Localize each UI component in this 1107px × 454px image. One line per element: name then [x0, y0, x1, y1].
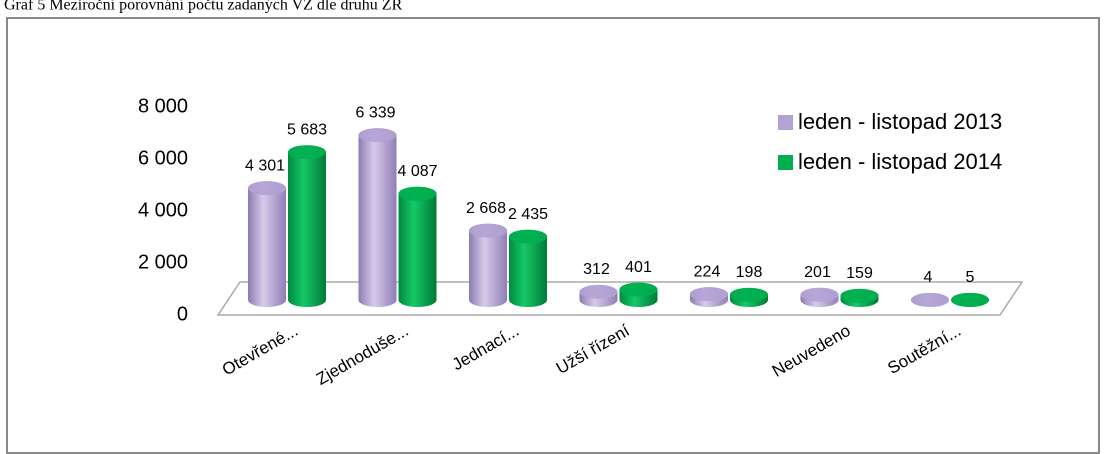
bar [288, 145, 326, 307]
x-tick-label: Neuvedeno [769, 321, 854, 381]
legend-swatch [778, 155, 793, 170]
x-tick-label: Užší řízení [553, 321, 633, 378]
legend-label: leden - listopad 2013 [798, 109, 1002, 134]
bar-cap [248, 181, 286, 196]
bar-cap [288, 145, 326, 160]
bar [509, 229, 547, 307]
value-label: 2 668 [466, 200, 506, 217]
bar-cap [579, 284, 618, 299]
bar-cap [398, 186, 437, 201]
bar [469, 223, 507, 307]
bar-cap [840, 288, 879, 303]
chart-title: Graf 5 Meziroční porovnání počtu zadanýc… [4, 0, 403, 14]
bar-cap [800, 287, 839, 302]
x-tick-label: Otevřené... [219, 321, 301, 380]
bar-cap [509, 229, 547, 244]
value-label: 4 087 [397, 163, 437, 180]
x-tick-label: Jednací... [449, 321, 522, 374]
y-tick-label: 2 000 [138, 251, 188, 273]
bar-cap [730, 287, 768, 302]
legend-swatch [778, 115, 793, 130]
value-label: 4 [924, 269, 933, 286]
value-label: 5 [966, 269, 975, 286]
bar [398, 186, 437, 307]
value-label: 201 [804, 264, 831, 281]
bar [358, 128, 397, 307]
y-tick-label: 8 000 [138, 95, 188, 117]
value-label: 2 435 [508, 206, 548, 223]
bar-cap [951, 292, 989, 307]
value-label: 401 [625, 259, 652, 276]
value-label: 5 683 [287, 121, 327, 138]
bar-cap [619, 282, 658, 297]
bar-cap [358, 128, 397, 143]
bar-cap [911, 292, 949, 307]
bar [248, 181, 286, 307]
x-tick-label: Zjednoduše... [313, 321, 412, 389]
value-label: 224 [694, 263, 721, 280]
y-tick-label: 0 [177, 303, 188, 325]
value-label: 159 [846, 265, 873, 282]
legend-label: leden - listopad 2014 [798, 149, 1002, 174]
value-label: 198 [736, 264, 763, 281]
bar-cap [469, 223, 507, 238]
y-tick-label: 4 000 [138, 199, 188, 221]
chart-frame [6, 17, 1100, 454]
x-tick-label: Soutěžní... [884, 321, 964, 378]
y-tick-label: 6 000 [138, 147, 188, 169]
value-label: 6 339 [355, 104, 395, 121]
bar-cap [690, 287, 728, 302]
value-label: 4 301 [245, 157, 285, 174]
value-label: 312 [583, 261, 610, 278]
